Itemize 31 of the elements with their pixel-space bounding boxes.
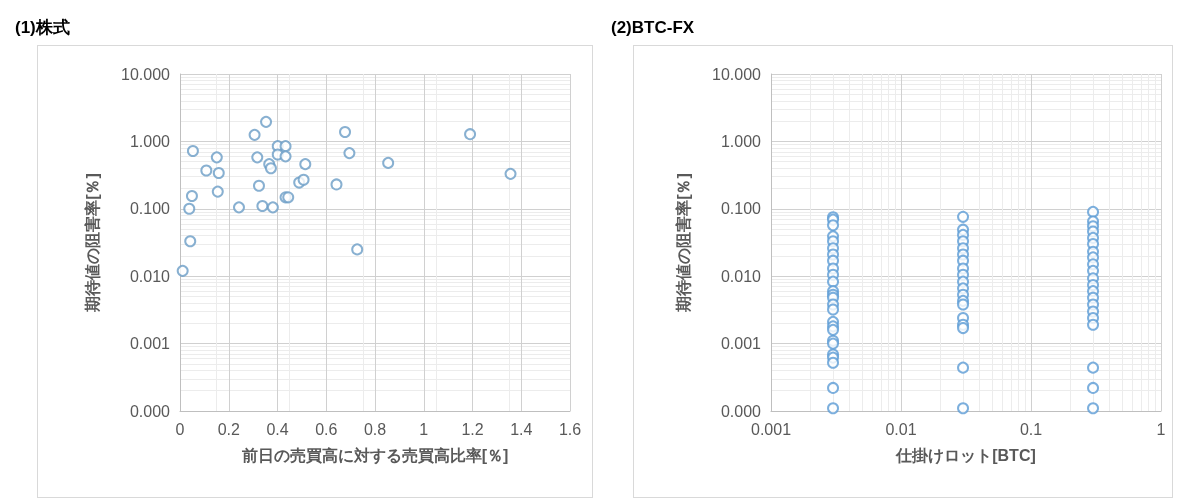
x-tick-label: 0.2 — [217, 420, 240, 438]
x-axis-title: 仕掛けロット[BTC] — [895, 446, 1036, 465]
x-tick-label: 0.001 — [750, 420, 792, 438]
x-tick-label: 0.6 — [315, 420, 338, 438]
x-tick-label: 0.1 — [1019, 420, 1043, 438]
y-tick-label: 0.001 — [129, 335, 171, 353]
x-tick-label: 1 — [419, 420, 429, 438]
y-tick-label: 0.100 — [129, 200, 171, 218]
x-tick-label: 1.2 — [461, 420, 484, 438]
text: (1)株式 — [15, 18, 70, 37]
y-tick-label: 10.000 — [121, 65, 171, 83]
y-tick-label: 0.010 — [720, 267, 762, 285]
y-tick-label: 0.001 — [720, 335, 762, 353]
x-axis-title: 前日の売買高に対する売買高比率[％] — [240, 445, 509, 465]
y-tick-label: 1.000 — [720, 132, 762, 150]
x-tick-label: 0 — [175, 420, 185, 438]
y-axis-title: 期待値の阻害率[％] — [673, 173, 692, 313]
x-tick-label: 1.4 — [510, 420, 533, 438]
x-tick-label: 1 — [1156, 420, 1166, 438]
x-tick-label: 1.6 — [558, 420, 582, 438]
y-tick-label: 1.000 — [129, 132, 171, 150]
y-tick-label: 0.000 — [720, 402, 762, 420]
y-axis-title: 期待値の阻害率[％] — [82, 173, 101, 313]
chart-title: (2)BTC-FX — [611, 18, 695, 37]
y-tick-label: 10.000 — [712, 65, 762, 83]
y-tick-label: 0.000 — [129, 402, 171, 420]
x-tick-label: 0.8 — [363, 420, 387, 438]
x-tick-label: 0.4 — [266, 420, 289, 438]
x-tick-label: 0.01 — [885, 420, 917, 438]
y-tick-label: 0.010 — [129, 267, 171, 285]
y-tick-label: 0.100 — [720, 200, 762, 218]
